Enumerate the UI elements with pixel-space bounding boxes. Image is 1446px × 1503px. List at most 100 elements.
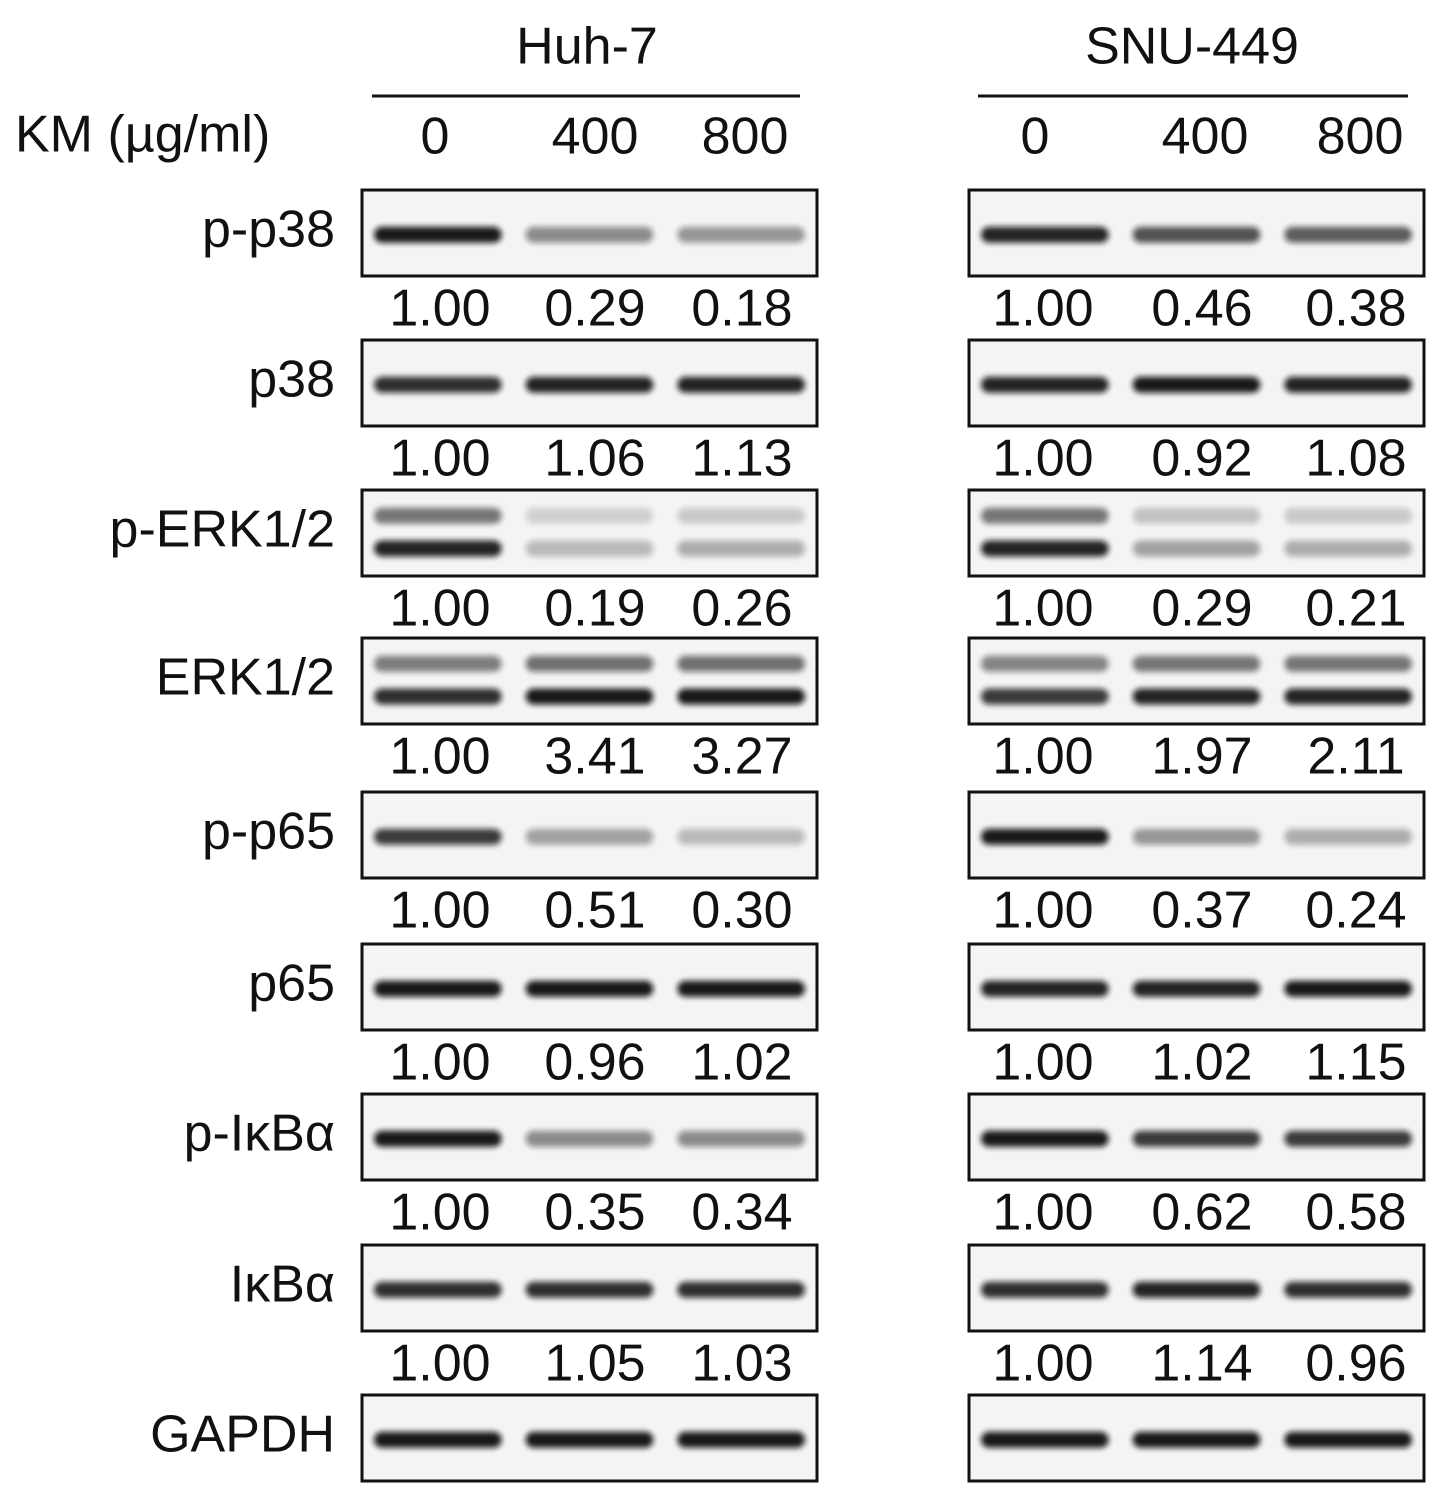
band xyxy=(677,828,805,845)
cell-line: Huh-7 xyxy=(516,18,658,76)
band xyxy=(677,226,805,243)
quant-value: 0.38 xyxy=(1305,280,1406,338)
quant-value: 1.15 xyxy=(1305,1034,1406,1092)
quant-value: 1.02 xyxy=(691,1034,792,1092)
blot-frame xyxy=(967,488,1426,578)
band xyxy=(525,688,654,705)
cell-line: SNU-449 xyxy=(1085,18,1299,76)
quant-value: 2.11 xyxy=(1307,728,1404,786)
band xyxy=(525,1281,654,1298)
quant-value: 0.26 xyxy=(691,580,792,638)
quant-value: 0.34 xyxy=(691,1184,792,1242)
quant-value: 0.30 xyxy=(691,882,792,940)
band xyxy=(1132,688,1261,705)
band xyxy=(374,688,502,705)
dose-label: 0 xyxy=(1021,108,1050,166)
blot-label: p38 xyxy=(248,351,335,409)
band xyxy=(981,1130,1109,1147)
blot-label: p-IκBα xyxy=(184,1105,335,1163)
quant-value: 1.00 xyxy=(992,430,1093,488)
band xyxy=(677,1431,805,1448)
quant-value: 1.05 xyxy=(544,1335,645,1393)
quant-value: 0.46 xyxy=(1151,280,1252,338)
band xyxy=(1284,1281,1412,1298)
band xyxy=(1132,655,1261,672)
band xyxy=(981,540,1109,557)
band xyxy=(1284,655,1412,672)
band xyxy=(981,376,1109,393)
band xyxy=(1132,1431,1261,1448)
band xyxy=(981,688,1109,705)
quant-value: 0.96 xyxy=(544,1034,645,1092)
quant-value: 1.00 xyxy=(389,430,490,488)
quant-value: 1.00 xyxy=(389,1034,490,1092)
quant-value: 1.08 xyxy=(1305,430,1406,488)
band xyxy=(374,655,502,672)
band xyxy=(1132,1130,1261,1147)
band xyxy=(1132,226,1261,243)
quant-value: 0.18 xyxy=(691,280,792,338)
band xyxy=(981,1431,1109,1448)
quant-value: 0.24 xyxy=(1305,882,1406,940)
quant-value: 1.00 xyxy=(389,280,490,338)
band xyxy=(1284,376,1412,393)
quant-value: 1.00 xyxy=(992,580,1093,638)
band xyxy=(1284,226,1412,243)
blot-frame xyxy=(360,636,819,726)
band xyxy=(1284,980,1412,997)
band xyxy=(677,1281,805,1298)
blot-label: p-p38 xyxy=(202,201,335,259)
band xyxy=(1132,540,1261,557)
quant-value: 1.00 xyxy=(992,1034,1093,1092)
band xyxy=(525,540,654,557)
band xyxy=(525,828,654,845)
quant-value: 0.29 xyxy=(1151,580,1252,638)
band xyxy=(1132,376,1261,393)
band xyxy=(525,980,654,997)
band xyxy=(525,376,654,393)
quant-value: 0.96 xyxy=(1305,1335,1406,1393)
band xyxy=(677,688,805,705)
band xyxy=(374,376,502,393)
quant-value: 0.21 xyxy=(1305,580,1406,638)
quant-value: 1.06 xyxy=(544,430,645,488)
quant-value: 0.35 xyxy=(544,1184,645,1242)
band xyxy=(525,1130,654,1147)
band xyxy=(677,655,805,672)
band xyxy=(1132,980,1261,997)
band xyxy=(677,540,805,557)
band xyxy=(374,828,502,845)
quant-value: 0.92 xyxy=(1151,430,1252,488)
band xyxy=(1132,1281,1261,1298)
band xyxy=(1132,507,1261,524)
blot-label: p65 xyxy=(248,955,335,1013)
band xyxy=(677,507,805,524)
quant-value: 1.00 xyxy=(992,882,1093,940)
quant-value: 1.00 xyxy=(389,728,490,786)
quant-value: 1.00 xyxy=(389,1184,490,1242)
dose-label: 0 xyxy=(421,108,450,166)
quant-value: 1.03 xyxy=(691,1335,792,1393)
band xyxy=(1284,507,1412,524)
blot-frame xyxy=(967,636,1426,726)
band xyxy=(981,655,1109,672)
quant-value: 1.00 xyxy=(992,1184,1093,1242)
quant-value: 1.00 xyxy=(992,1335,1093,1393)
blot-label: GAPDH xyxy=(150,1406,335,1464)
dose-label: 400 xyxy=(552,108,639,166)
blot-label: ERK1/2 xyxy=(156,649,335,707)
band xyxy=(1284,540,1412,557)
band xyxy=(1284,1130,1412,1147)
dose-label: 800 xyxy=(702,108,789,166)
quant-value: 1.00 xyxy=(389,882,490,940)
band xyxy=(525,226,654,243)
band xyxy=(525,655,654,672)
band xyxy=(981,507,1109,524)
blot-label: IκBα xyxy=(230,1256,335,1314)
band xyxy=(1284,828,1412,845)
band xyxy=(374,1130,502,1147)
quant-value: 0.58 xyxy=(1305,1184,1406,1242)
quant-value: 1.00 xyxy=(389,580,490,638)
quant-value: 1.00 xyxy=(992,280,1093,338)
